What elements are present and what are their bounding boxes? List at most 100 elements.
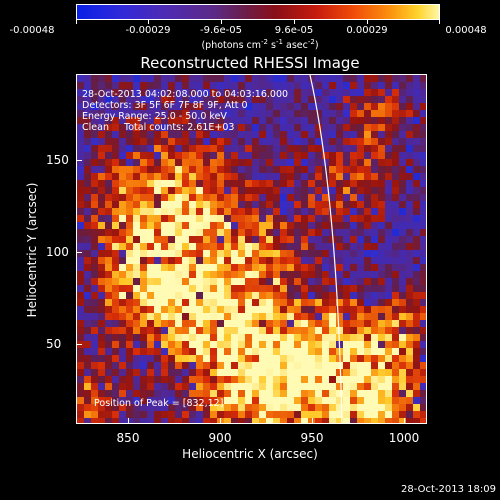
- heatmap-cell: [399, 243, 406, 250]
- heatmap-cell: [392, 166, 399, 173]
- heatmap-cell: [189, 187, 196, 194]
- heatmap-cell: [154, 418, 161, 423]
- heatmap-cell: [336, 229, 343, 236]
- heatmap-cell: [413, 285, 420, 292]
- heatmap-cell: [224, 89, 231, 96]
- heatmap-cell: [224, 306, 231, 313]
- heatmap-cell: [147, 152, 154, 159]
- heatmap-cell: [105, 159, 112, 166]
- heatmap-cell: [294, 404, 301, 411]
- heatmap-cell: [98, 299, 105, 306]
- heatmap-cell: [98, 82, 105, 89]
- heatmap-cell: [266, 271, 273, 278]
- heatmap-cell: [203, 180, 210, 187]
- heatmap-cell: [336, 173, 343, 180]
- heatmap-cell: [371, 201, 378, 208]
- heatmap-cell: [385, 250, 392, 257]
- heatmap-cell: [224, 397, 231, 404]
- heatmap-cell: [196, 145, 203, 152]
- heatmap-cell: [189, 250, 196, 257]
- heatmap-cell: [168, 145, 175, 152]
- heatmap-cell: [91, 166, 98, 173]
- heatmap-cell: [147, 222, 154, 229]
- heatmap-cell: [413, 166, 420, 173]
- heatmap-cell: [84, 250, 91, 257]
- heatmap-cell: [168, 264, 175, 271]
- heatmap-cell: [224, 124, 231, 131]
- heatmap-cell: [224, 285, 231, 292]
- colorbar-tick: [294, 20, 295, 24]
- heatmap-cell: [147, 208, 154, 215]
- heatmap-cell: [350, 250, 357, 257]
- heatmap-cell: [175, 418, 182, 423]
- heatmap-cell: [112, 103, 119, 110]
- heatmap-cell: [294, 173, 301, 180]
- heatmap-cell: [266, 257, 273, 264]
- heatmap-cell: [98, 117, 105, 124]
- heatmap-cell: [308, 271, 315, 278]
- heatmap-cell: [133, 327, 140, 334]
- heatmap-cell: [406, 383, 413, 390]
- heatmap-cell: [77, 292, 84, 299]
- heatmap-cell: [119, 229, 126, 236]
- heatmap-cell: [273, 131, 280, 138]
- heatmap-cell: [77, 208, 84, 215]
- heatmap-cell: [343, 257, 350, 264]
- heatmap-cell: [294, 180, 301, 187]
- heatmap-cell: [196, 201, 203, 208]
- heatmap-cell: [385, 159, 392, 166]
- heatmap-cell: [91, 362, 98, 369]
- heatmap-cell: [203, 236, 210, 243]
- heatmap-cell: [413, 334, 420, 341]
- heatmap-cell: [210, 313, 217, 320]
- heatmap-cell: [98, 418, 105, 423]
- heatmap-cell: [217, 271, 224, 278]
- heatmap-cell: [406, 320, 413, 327]
- heatmap-cell: [357, 243, 364, 250]
- heatmap-cell: [266, 418, 273, 423]
- heatmap-cell: [273, 138, 280, 145]
- heatmap-cell: [203, 355, 210, 362]
- heatmap-cell: [350, 208, 357, 215]
- heatmap-cell: [308, 166, 315, 173]
- heatmap-cell: [357, 180, 364, 187]
- heatmap-cell: [217, 222, 224, 229]
- heatmap-cell: [77, 285, 84, 292]
- heatmap-cell: [231, 131, 238, 138]
- heatmap-cell: [420, 348, 426, 355]
- heatmap-cell: [189, 110, 196, 117]
- heatmap-cell: [77, 124, 84, 131]
- heatmap-cell: [238, 89, 245, 96]
- heatmap-cell: [266, 264, 273, 271]
- heatmap-cell: [266, 306, 273, 313]
- heatmap-cell: [91, 215, 98, 222]
- heatmap-cell: [175, 383, 182, 390]
- heatmap-cell: [413, 201, 420, 208]
- heatmap-cell: [399, 299, 406, 306]
- heatmap-cell: [266, 369, 273, 376]
- heatmap-cell: [140, 145, 147, 152]
- heatmap-cell: [91, 299, 98, 306]
- heatmap-cell: [231, 376, 238, 383]
- heatmap-cell: [392, 110, 399, 117]
- heatmap-cell: [77, 173, 84, 180]
- heatmap-cell: [161, 110, 168, 117]
- heatmap-cell: [315, 376, 322, 383]
- heatmap-cell: [84, 187, 91, 194]
- heatmap-cell: [210, 208, 217, 215]
- heatmap-cell: [413, 320, 420, 327]
- heatmap-cell: [161, 334, 168, 341]
- heatmap-cell: [371, 187, 378, 194]
- heatmap-cell: [399, 292, 406, 299]
- heatmap-cell: [378, 82, 385, 89]
- heatmap-cell: [210, 285, 217, 292]
- heatmap-cell: [175, 327, 182, 334]
- heatmap-cell: [91, 271, 98, 278]
- heatmap-cell: [238, 327, 245, 334]
- heatmap-cell: [378, 292, 385, 299]
- heatmap-cell: [350, 222, 357, 229]
- heatmap-cell: [182, 313, 189, 320]
- heatmap-cell: [196, 75, 203, 82]
- heatmap-cell: [182, 299, 189, 306]
- heatmap-cell: [91, 320, 98, 327]
